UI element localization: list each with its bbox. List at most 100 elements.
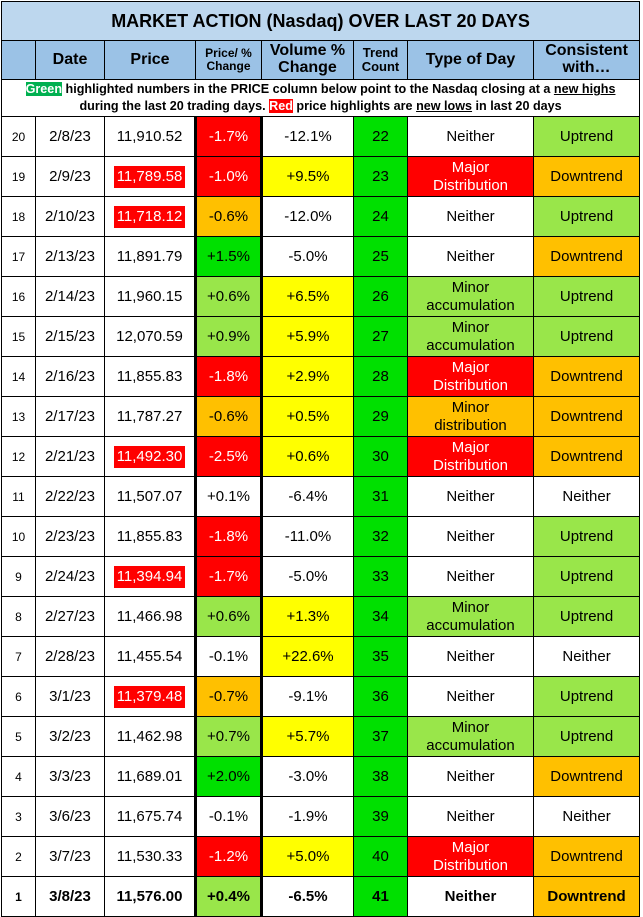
price-change-cell: -1.8%: [194, 516, 263, 557]
price-value: 11,455.54: [116, 647, 183, 665]
consistent-with-cell: Uptrend: [532, 196, 641, 237]
price-cell: 11,891.79: [104, 236, 196, 277]
price-cell: 11,675.74: [104, 796, 196, 837]
type-of-day-cell: Neither: [407, 476, 534, 517]
date-cell: 2/16/23: [35, 356, 105, 397]
row-number: 20: [1, 116, 36, 157]
legend-text-3: price highlights are: [292, 99, 417, 113]
price-value: 11,466.98: [116, 607, 183, 625]
trend-count-cell: 41: [353, 876, 408, 917]
price-cell: 11,530.33: [104, 836, 196, 877]
legend-text-2: during the last 20 trading days.: [79, 99, 270, 113]
price-change-cell: +1.5%: [194, 236, 263, 277]
price-change-cell: -0.7%: [194, 676, 263, 717]
row-number: 8: [1, 596, 36, 637]
type-of-day-cell: Neither: [407, 196, 534, 237]
date-cell: 3/6/23: [35, 796, 105, 837]
volume-change-cell: +1.3%: [261, 596, 354, 637]
row-number: 3: [1, 796, 36, 837]
price-value: 11,507.07: [116, 487, 183, 505]
header-date: Date: [35, 40, 105, 80]
price-cell: 11,855.83: [104, 356, 196, 397]
volume-change-cell: -6.4%: [261, 476, 354, 517]
header-row-number: [1, 40, 36, 80]
legend-text-1: highlighted numbers in the PRICE column …: [62, 82, 554, 96]
volume-change-cell: +9.5%: [261, 156, 354, 197]
header-consistent-with-line1: Consistent: [545, 42, 628, 60]
date-cell: 2/27/23: [35, 596, 105, 637]
type-of-day-cell: Minor distribution: [407, 396, 534, 437]
price-value: 11,492.30: [113, 445, 186, 468]
trend-count-cell: 34: [353, 596, 408, 637]
type-of-day-line2: Distribution: [432, 176, 509, 194]
row-number: 1: [1, 876, 36, 917]
volume-change-cell: -6.5%: [261, 876, 354, 917]
trend-count-cell: 39: [353, 796, 408, 837]
consistent-with-cell: Downtrend: [532, 876, 641, 917]
price-cell: 11,910.52: [104, 116, 196, 157]
row-number: 7: [1, 636, 36, 677]
price-cell: 11,789.58: [104, 156, 196, 197]
legend-new-highs: new highs: [553, 82, 616, 96]
price-value: 11,675.74: [116, 807, 183, 825]
type-of-day-line1: Major: [451, 838, 490, 856]
trend-count-cell: 24: [353, 196, 408, 237]
price-cell: 11,394.94: [104, 556, 196, 597]
header-row: Date Price Price/ % Change Volume % Change…: [1, 40, 641, 80]
trend-count-cell: 40: [353, 836, 408, 877]
trend-count-cell: 31: [353, 476, 408, 517]
header-volume-change: Volume % Change: [261, 40, 354, 80]
price-cell: 11,855.83: [104, 516, 196, 557]
price-value: 11,379.48: [113, 685, 186, 708]
type-of-day-line2: accumulation: [426, 336, 515, 354]
volume-change-cell: +5.7%: [261, 716, 354, 757]
price-cell: 11,576.00: [104, 876, 196, 917]
table-row: 13 2/17/23 11,787.27 -0.6% +0.5% 29 Mino…: [1, 396, 641, 437]
table-row: 5 3/2/23 11,462.98 +0.7% +5.7% 37 Minor a…: [1, 716, 641, 757]
header-trend-count: Trend Count: [353, 40, 408, 80]
type-of-day-line1: Minor: [451, 278, 490, 296]
price-change-cell: +2.0%: [194, 756, 263, 797]
type-of-day-cell: Neither: [407, 516, 534, 557]
trend-count-cell: 27: [353, 316, 408, 357]
volume-change-cell: -12.0%: [261, 196, 354, 237]
price-change-cell: -0.1%: [194, 636, 263, 677]
row-number: 14: [1, 356, 36, 397]
price-change-cell: +0.1%: [194, 476, 263, 517]
price-change-cell: +0.6%: [194, 596, 263, 637]
type-of-day-cell: Neither: [407, 796, 534, 837]
price-value: 12,070.59: [116, 327, 183, 345]
type-of-day-line1: Major: [451, 438, 490, 456]
row-number: 9: [1, 556, 36, 597]
trend-count-cell: 22: [353, 116, 408, 157]
price-cell: 11,787.27: [104, 396, 196, 437]
volume-change-cell: +5.0%: [261, 836, 354, 877]
volume-change-cell: +2.9%: [261, 356, 354, 397]
price-value: 11,689.01: [116, 767, 183, 785]
consistent-with-cell: Downtrend: [532, 396, 641, 437]
trend-count-cell: 23: [353, 156, 408, 197]
consistent-with-cell: Uptrend: [532, 276, 641, 317]
type-of-day-line1: Neither: [446, 487, 495, 505]
date-cell: 2/8/23: [35, 116, 105, 157]
table-row: 18 2/10/23 11,718.12 -0.6% -12.0% 24 Nei…: [1, 196, 641, 237]
type-of-day-line1: Neither: [446, 527, 495, 545]
price-change-cell: -1.7%: [194, 116, 263, 157]
volume-change-cell: +6.5%: [261, 276, 354, 317]
type-of-day-line1: Neither: [446, 127, 495, 145]
type-of-day-line1: Neither: [446, 207, 495, 225]
type-of-day-line1: Minor: [451, 398, 490, 416]
price-value: 11,576.00: [116, 887, 183, 905]
header-price-change-line2: Change: [206, 59, 251, 73]
trend-count-cell: 37: [353, 716, 408, 757]
type-of-day-line2: accumulation: [426, 616, 515, 634]
table-row: 4 3/3/23 11,689.01 +2.0% -3.0% 38 Neithe…: [1, 756, 641, 797]
price-change-cell: -0.1%: [194, 796, 263, 837]
table-row: 11 2/22/23 11,507.07 +0.1% -6.4% 31 Neit…: [1, 476, 641, 517]
price-change-cell: -1.8%: [194, 356, 263, 397]
price-change-cell: -1.0%: [194, 156, 263, 197]
table-title: MARKET ACTION (Nasdaq) OVER LAST 20 DAYS: [0, 1, 641, 41]
price-value: 11,910.52: [116, 127, 183, 145]
price-value: 11,462.98: [116, 727, 183, 745]
title-row: MARKET ACTION (Nasdaq) OVER LAST 20 DAYS: [0, 1, 641, 41]
